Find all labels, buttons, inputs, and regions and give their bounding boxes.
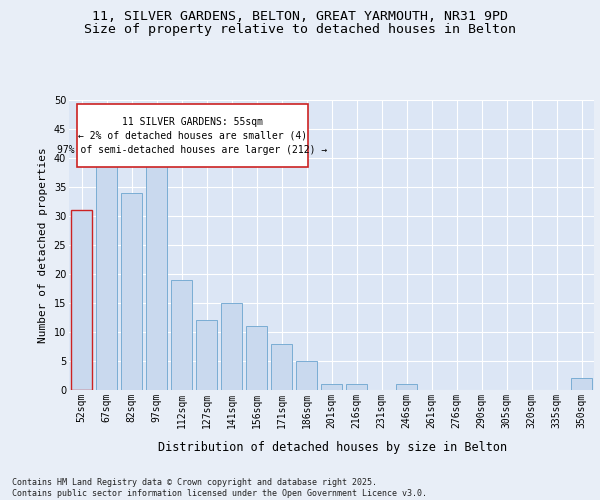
Bar xyxy=(571,378,592,390)
Bar xyxy=(246,326,267,390)
Bar xyxy=(96,152,117,390)
Bar xyxy=(171,280,192,390)
Text: 11, SILVER GARDENS, BELTON, GREAT YARMOUTH, NR31 9PD: 11, SILVER GARDENS, BELTON, GREAT YARMOU… xyxy=(92,10,508,23)
Bar xyxy=(196,320,217,390)
Bar xyxy=(321,384,342,390)
Text: Contains HM Land Registry data © Crown copyright and database right 2025.
Contai: Contains HM Land Registry data © Crown c… xyxy=(12,478,427,498)
Bar xyxy=(396,384,417,390)
Bar xyxy=(146,164,167,390)
Bar xyxy=(346,384,367,390)
Text: Distribution of detached houses by size in Belton: Distribution of detached houses by size … xyxy=(158,441,508,454)
Text: 11 SILVER GARDENS: 55sqm
← 2% of detached houses are smaller (4)
97% of semi-det: 11 SILVER GARDENS: 55sqm ← 2% of detache… xyxy=(57,116,328,154)
Bar xyxy=(271,344,292,390)
Y-axis label: Number of detached properties: Number of detached properties xyxy=(38,147,48,343)
FancyBboxPatch shape xyxy=(77,104,308,166)
Bar xyxy=(221,303,242,390)
Bar xyxy=(121,193,142,390)
Bar xyxy=(71,210,92,390)
Bar xyxy=(296,361,317,390)
Text: Size of property relative to detached houses in Belton: Size of property relative to detached ho… xyxy=(84,22,516,36)
